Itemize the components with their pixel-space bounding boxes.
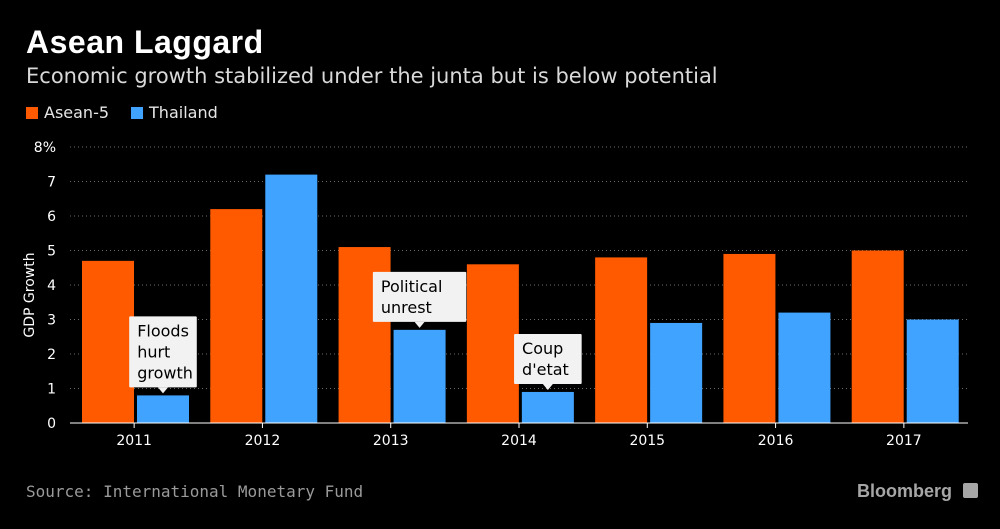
y-tick-label: 4 (47, 278, 56, 294)
bar-asean-2011 (82, 260, 134, 423)
x-tick-label: 2012 (245, 433, 281, 449)
x-tick-label: 2015 (629, 433, 665, 449)
legend-swatch-thailand (131, 106, 144, 119)
bar-asean-2012 (210, 209, 263, 423)
y-tick-label: 3 (47, 313, 56, 329)
annotation-text: unrest (381, 298, 432, 317)
bar-asean-2014 (466, 264, 519, 423)
chart-title: Asean Laggard (26, 24, 264, 60)
annotation-box (372, 271, 467, 322)
bar-thailand-2017 (906, 319, 959, 423)
bar-thailand-2015 (650, 322, 703, 423)
y-tick-label: 0 (47, 416, 56, 432)
annotation-text: d'etat (522, 360, 569, 379)
annotation-pointer (158, 387, 168, 394)
y-tick-label: 7 (47, 175, 56, 191)
legend-label-asean: Asean-5 (44, 103, 110, 122)
bar-asean-2017 (851, 250, 904, 423)
annotation-text: Floods (137, 321, 189, 340)
x-tick-label: 2011 (116, 433, 152, 449)
legend-label-thailand: Thailand (149, 103, 218, 122)
y-tick-label: 1 (47, 382, 56, 398)
annotation-box (129, 316, 197, 388)
x-tick-label: 2016 (758, 433, 794, 449)
legend-item-asean: Asean-5 (26, 103, 109, 122)
annotation-text: Political (381, 277, 443, 296)
bar-asean-2015 (595, 257, 648, 423)
legend-swatch-asean (26, 106, 38, 119)
x-tick-label: 2017 (886, 433, 922, 449)
annotation-pointer (542, 383, 553, 390)
annotation-text: hurt (137, 342, 170, 361)
brand-logo: Bloomberg (856, 481, 952, 501)
y-axis-label: GDP Growth (22, 252, 38, 337)
bar-thailand-2013 (393, 329, 446, 423)
bar-thailand-2014 (521, 391, 574, 423)
bar-thailand-2012 (265, 174, 318, 423)
bloomberg-chart-icon (963, 483, 978, 498)
y-tick-label: 2 (47, 347, 56, 363)
legend: Asean-5 Thailand (26, 103, 240, 122)
annotation-text: Coup (522, 339, 563, 358)
chart-subtitle: Economic growth stabilized under the jun… (26, 64, 718, 88)
y-tick-label: 5 (47, 244, 56, 260)
annotation-box (514, 333, 582, 384)
y-tick-label: 8% (34, 140, 56, 156)
annotation-pointer (414, 321, 425, 328)
y-tick-label: 6 (47, 209, 56, 225)
bar-asean-2016 (723, 253, 776, 423)
x-tick-label: 2013 (373, 433, 409, 449)
bar-thailand-2011 (137, 395, 189, 423)
x-tick-label: 2014 (501, 433, 537, 449)
legend-item-thailand: Thailand (131, 103, 218, 122)
source-note: Source: International Monetary Fund (26, 482, 364, 501)
bar-thailand-2016 (778, 312, 831, 423)
annotation-text: growth (137, 363, 193, 382)
